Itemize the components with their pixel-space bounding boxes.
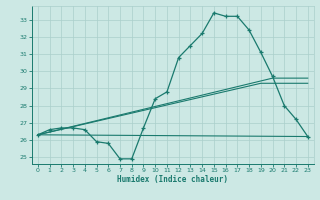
X-axis label: Humidex (Indice chaleur): Humidex (Indice chaleur) xyxy=(117,175,228,184)
